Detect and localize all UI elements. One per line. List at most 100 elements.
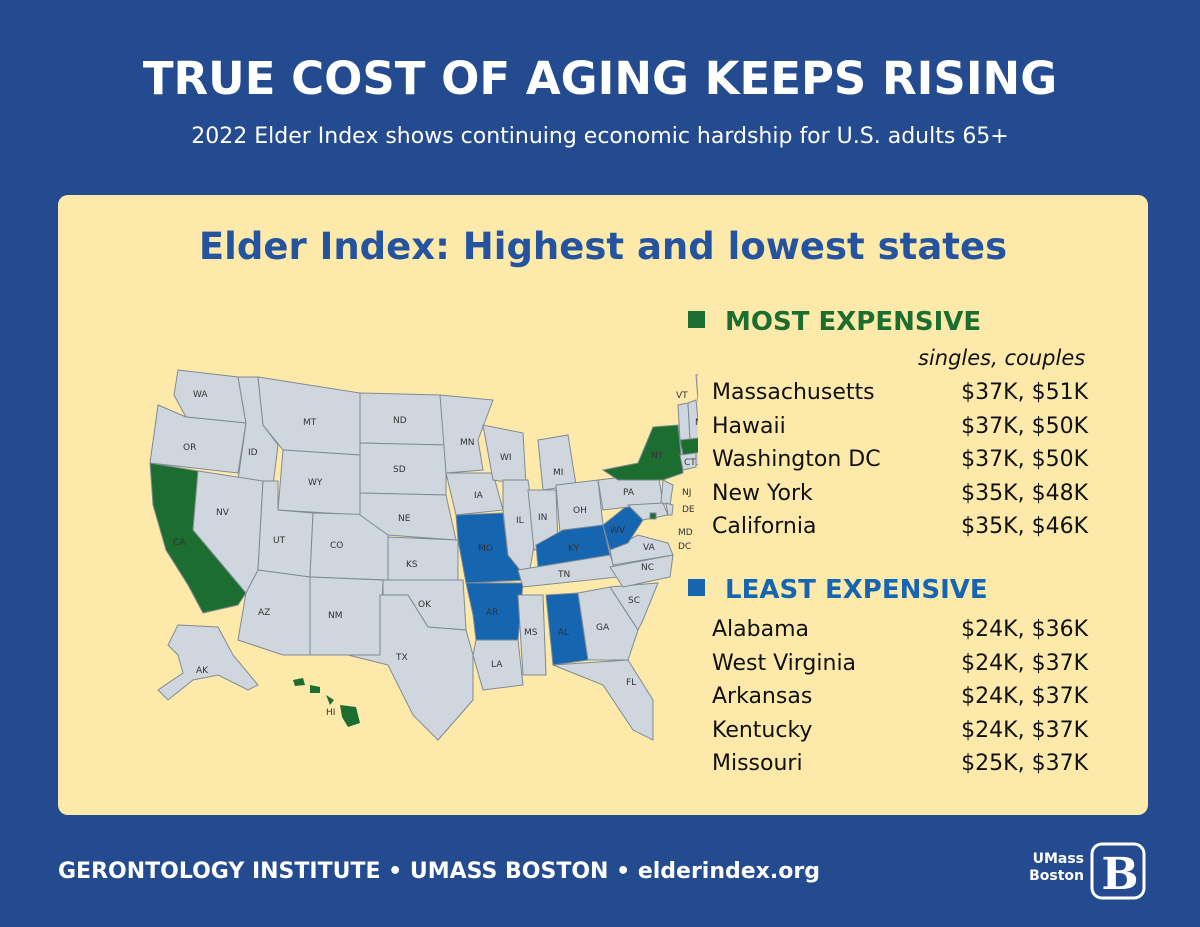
- state-value: $24K, $37K: [961, 684, 1088, 710]
- map-label-wa: WA: [193, 390, 208, 400]
- state-nj: [660, 479, 674, 506]
- map-label-in: IN: [538, 513, 547, 523]
- map-label-md: MD: [678, 528, 693, 538]
- state-value: $24K, $37K: [961, 650, 1088, 676]
- state-name: Arkansas: [712, 684, 813, 710]
- least-expensive-swatch: [688, 579, 705, 596]
- state-ma: [679, 437, 698, 456]
- map-label-nh: NH: [695, 418, 698, 428]
- state-value: $24K, $37K: [961, 717, 1088, 743]
- map-label-dc: DC: [678, 542, 691, 552]
- map-label-ct: CT: [684, 458, 696, 468]
- list-item: Arkansas $24K, $37K: [708, 680, 1088, 714]
- state-ne: [359, 492, 457, 541]
- map-label-hi: HI: [326, 708, 335, 718]
- least-expensive-list: Alabama $24K, $36K West Virginia $24K, $37K…: [708, 613, 1088, 781]
- state-de: [665, 502, 674, 516]
- state-ri: [695, 452, 698, 466]
- map-label-nd: ND: [393, 416, 407, 426]
- state-name: Kentucky: [712, 717, 813, 743]
- map-label-nj: NJ: [682, 488, 691, 498]
- footer-text: GERONTOLOGY INSTITUTE • UMASS BOSTON • e…: [58, 859, 820, 884]
- state-value: $37K, $50K: [961, 447, 1088, 473]
- map-label-fl: FL: [626, 678, 636, 688]
- state-ks: [387, 536, 459, 581]
- map-label-nm: NM: [328, 611, 343, 621]
- map-labels: WA OR CA ID NV MT WY UT AZ CO NM ND SD N…: [173, 390, 698, 718]
- list-item: New York $35K, $48K: [708, 477, 1088, 511]
- elder-index-card: Elder Index: Highest and lowest states: [58, 195, 1148, 815]
- state-name: California: [712, 514, 817, 540]
- map-label-va: VA: [643, 543, 656, 553]
- map-label-ar: AR: [486, 608, 498, 618]
- map-label-al: AL: [558, 628, 569, 638]
- logo-letter: B: [1101, 849, 1138, 900]
- most-expensive-swatch: [688, 311, 705, 328]
- state-wv: [602, 504, 644, 551]
- state-name: Washington DC: [712, 447, 881, 473]
- list-item: Alabama $24K, $36K: [708, 613, 1088, 647]
- map-label-ks: KS: [406, 560, 418, 570]
- map-label-mn: MN: [460, 438, 475, 448]
- state-name: West Virginia: [712, 650, 857, 676]
- map-label-ca: CA: [173, 538, 186, 548]
- list-item: Washington DC $37K, $50K: [708, 443, 1088, 477]
- state-name: New York: [712, 480, 813, 506]
- state-name: Massachusetts: [712, 380, 875, 406]
- us-map: WA OR CA ID NV MT WY UT AZ CO NM ND SD N…: [149, 369, 698, 741]
- map-label-sc: SC: [628, 596, 640, 606]
- state-ct: [679, 452, 697, 471]
- state-tx: [347, 594, 474, 741]
- state-mn: [439, 394, 494, 474]
- umass-boston-logo: UMass Boston B: [1020, 840, 1150, 900]
- state-ny: [601, 424, 684, 481]
- list-item: California $35K, $46K: [708, 510, 1088, 544]
- state-ms: [517, 594, 547, 676]
- list-item: West Virginia $24K, $37K: [708, 647, 1088, 681]
- state-ga: [577, 586, 639, 661]
- map-label-ny: NY: [651, 451, 664, 461]
- column-note: singles, couples: [918, 346, 1086, 370]
- subtitle: 2022 Elder Index shows continuing econom…: [191, 124, 1009, 149]
- logo-line2: Boston: [1029, 868, 1084, 884]
- state-name: Hawaii: [712, 413, 786, 439]
- state-dc: [649, 512, 657, 520]
- state-ak: [157, 624, 259, 701]
- state-mi: [537, 434, 577, 491]
- state-value: $24K, $36K: [961, 617, 1088, 643]
- map-label-tn: TN: [557, 570, 570, 580]
- map-label-az: AZ: [258, 608, 270, 618]
- map-label-vt: VT: [676, 391, 688, 401]
- map-label-il: IL: [516, 516, 524, 526]
- state-ky: [535, 524, 611, 568]
- map-label-ok: OK: [418, 600, 432, 610]
- map-label-wi: WI: [500, 453, 512, 463]
- map-label-wy: WY: [308, 478, 323, 488]
- state-nh: [687, 399, 698, 441]
- map-label-de: DE: [682, 505, 695, 515]
- map-label-ky: KY: [568, 544, 580, 554]
- map-label-ga: GA: [596, 623, 610, 633]
- map-label-ne: NE: [398, 514, 411, 524]
- list-item: Kentucky $24K, $37K: [708, 714, 1088, 748]
- most-expensive-list: Massachusetts $37K, $51K Hawaii $37K, $50K W…: [708, 376, 1088, 544]
- map-label-ms: MS: [524, 628, 538, 638]
- map-label-nv: NV: [216, 508, 230, 518]
- main-title: TRUE COST OF AGING KEEPS RISING: [142, 52, 1058, 105]
- state-name: Missouri: [712, 751, 803, 777]
- state-value: $35K, $48K: [961, 480, 1088, 506]
- card-title: Elder Index: Highest and lowest states: [198, 225, 1008, 268]
- map-label-nc: NC: [641, 563, 654, 573]
- state-hi: [293, 678, 360, 727]
- map-label-id: ID: [248, 448, 258, 458]
- state-value: $37K, $50K: [961, 413, 1088, 439]
- map-label-ak: AK: [196, 666, 209, 676]
- state-value: $37K, $51K: [961, 380, 1088, 406]
- umass-b-logo-icon: B: [1090, 842, 1146, 900]
- map-label-ia: IA: [474, 491, 484, 501]
- most-expensive-heading: MOST EXPENSIVE: [688, 307, 981, 337]
- map-label-oh: OH: [573, 506, 587, 516]
- state-value: $35K, $46K: [961, 514, 1088, 540]
- state-la: [472, 639, 524, 691]
- state-nm: [309, 576, 384, 656]
